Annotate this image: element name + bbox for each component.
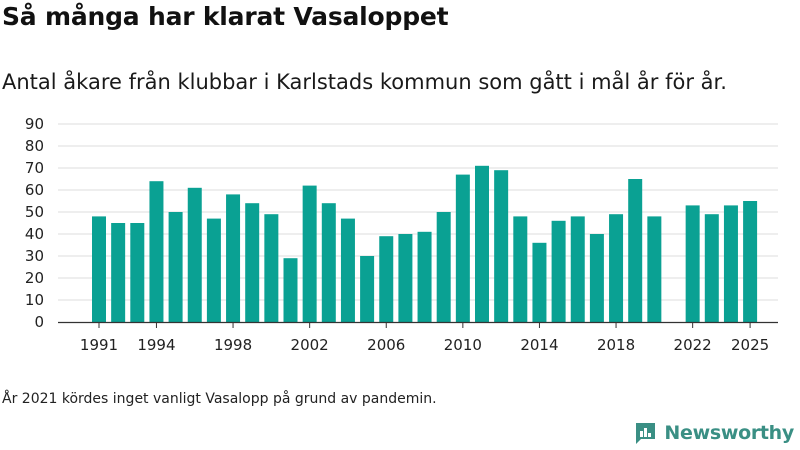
bar-2023	[704, 214, 719, 322]
bar-chart: 0 10 20 30 40 50 60 70 80 90 1991 1994 1998 2002 2006 2…	[25, 115, 778, 354]
footnote: År 2021 kördes inget vanligt Vasalopp på…	[2, 391, 437, 407]
bar-1997	[206, 218, 221, 322]
bar-1995	[168, 212, 183, 322]
bar-2022	[685, 205, 700, 322]
brand-logo[interactable]: Newsworthy	[632, 420, 794, 446]
x-tick-label: 2010	[444, 336, 482, 354]
y-tick-label: 90	[25, 115, 44, 133]
bar-1993	[130, 223, 145, 322]
bar-2019	[628, 179, 643, 322]
y-tick-label: 80	[25, 137, 44, 155]
bar-2009	[436, 212, 451, 322]
x-tick-label: 2002	[291, 336, 329, 354]
bar-2012	[494, 170, 509, 322]
x-tick-label: 1994	[137, 336, 175, 354]
bar-2017	[589, 234, 604, 322]
y-tick-label: 30	[25, 247, 44, 265]
bar-2015	[551, 220, 566, 322]
bar-2014	[532, 242, 547, 322]
bar-2010	[455, 174, 470, 322]
x-tick-label: 2025	[731, 336, 769, 354]
bar-1992	[111, 223, 126, 322]
y-tick-label: 20	[25, 269, 44, 287]
brand-name: Newsworthy	[664, 422, 794, 444]
bar-2016	[570, 216, 585, 322]
x-tick-label: 1991	[80, 336, 118, 354]
bar-2001	[283, 258, 298, 322]
bar-2024	[723, 205, 738, 322]
x-tick-label: 2022	[674, 336, 712, 354]
bar-2020	[647, 216, 662, 322]
bar-2025	[743, 201, 758, 322]
y-tick-label: 40	[25, 225, 44, 243]
bar-1999	[245, 203, 260, 322]
y-tick-label: 50	[25, 203, 44, 221]
bar-2003	[321, 203, 336, 322]
bar-2006	[379, 236, 394, 322]
bar-2008	[417, 231, 432, 322]
y-tick-label: 10	[25, 291, 44, 309]
x-tick-label: 1998	[214, 336, 252, 354]
bar-2002	[302, 185, 317, 322]
bar-2000	[264, 214, 279, 322]
bar-2005	[360, 256, 375, 322]
x-tick-label: 2014	[520, 336, 558, 354]
bar-2013	[513, 216, 528, 322]
chart-title: Så många har klarat Vasaloppet	[2, 2, 449, 31]
chart-logo-icon	[635, 423, 656, 444]
bar-1991	[92, 216, 106, 322]
x-tick-label: 2018	[597, 336, 635, 354]
bar-1998	[226, 194, 241, 322]
bar-2011	[475, 165, 489, 322]
y-tick-label: 60	[25, 181, 44, 199]
bar-2004	[340, 218, 355, 322]
y-tick-label: 70	[25, 159, 44, 177]
chart-subtitle: Antal åkare från klubbar i Karlstads kom…	[2, 70, 727, 94]
x-tick-label: 2006	[367, 336, 405, 354]
bar-1996	[187, 187, 202, 322]
bar-2018	[609, 214, 624, 322]
bar-1994	[149, 181, 164, 322]
bar-2007	[398, 234, 413, 322]
y-tick-label: 0	[34, 313, 44, 331]
